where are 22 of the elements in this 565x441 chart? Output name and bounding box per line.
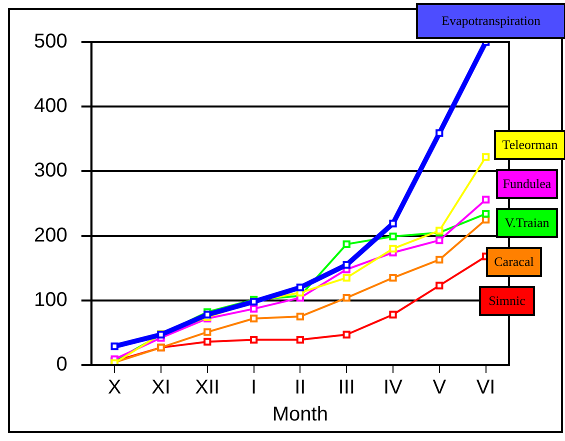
- y-tick-label: 300: [34, 160, 68, 182]
- x-tick-label: V: [432, 376, 447, 399]
- series-label: V.Traian: [496, 208, 558, 238]
- x-tick-label: II: [294, 376, 306, 399]
- series-label: Fundulea: [496, 169, 558, 199]
- text: Caracal: [486, 247, 542, 277]
- x-tick-label: X: [108, 376, 122, 399]
- x-tick-label: IV: [384, 376, 404, 399]
- x-axis-title: Month: [272, 404, 328, 426]
- x-tick-label: XI: [152, 376, 170, 399]
- y-tick-label: 100: [34, 288, 68, 311]
- series-label: Teleorman: [494, 130, 565, 160]
- x-tick-label: XII: [195, 376, 220, 399]
- y-tick-label: 500: [34, 30, 68, 53]
- x-tick-label: III: [338, 376, 355, 399]
- x-tick-label: VI: [476, 376, 496, 399]
- y-tick-label: 400: [34, 95, 68, 118]
- y-tick-label: 0: [56, 354, 68, 376]
- x-tick-label: I: [251, 376, 257, 399]
- text: Simnic: [479, 286, 535, 316]
- series-label: Evapotranspiration: [416, 3, 565, 39]
- y-tick-label: 200: [34, 224, 68, 246]
